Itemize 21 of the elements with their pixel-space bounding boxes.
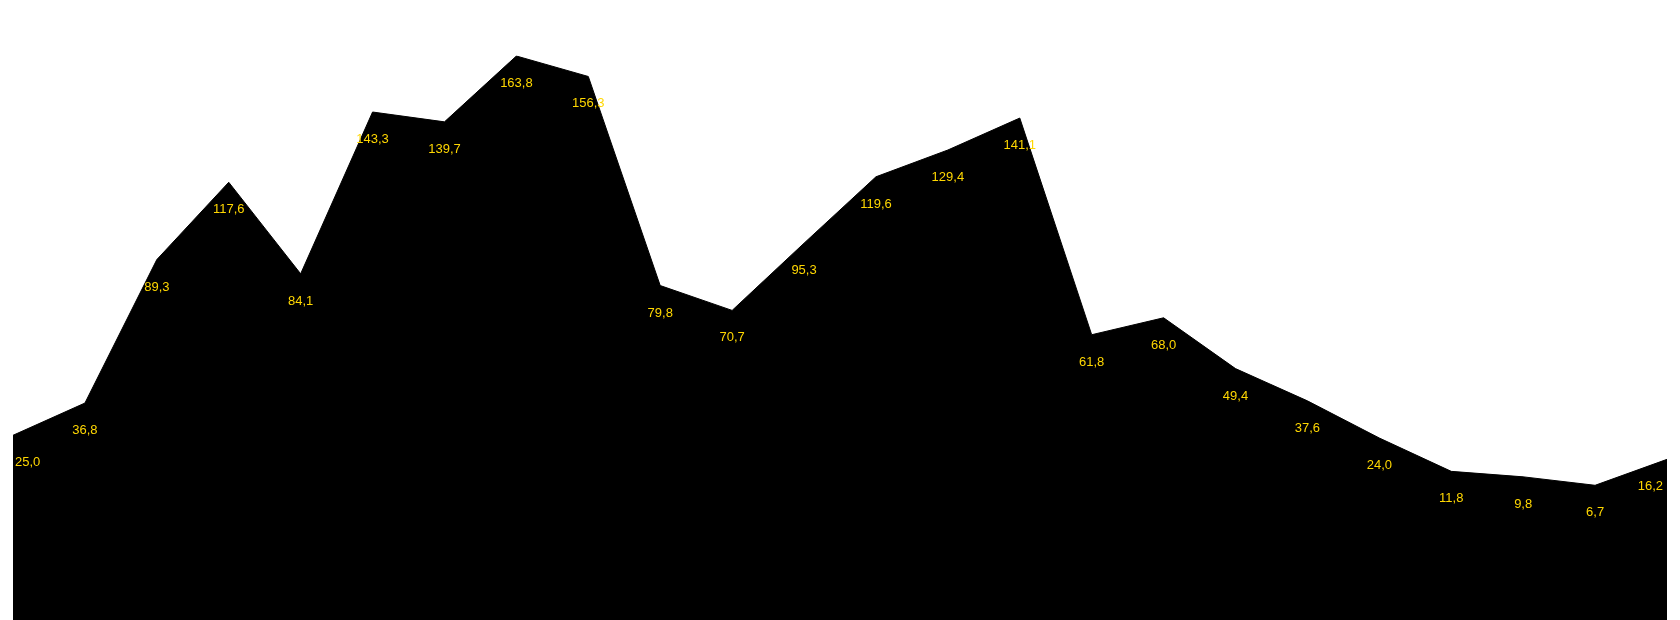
data-label: 68,0 [1150,336,1177,352]
data-label: 95,3 [791,262,817,278]
data-label: 163,8 [500,75,533,90]
data-label: 37,6 [1294,419,1321,435]
data-label: 84,1 [288,292,314,308]
data-label: 25,0 [15,454,41,470]
data-label: 16,2 [1637,478,1663,494]
data-label: 9,8 [1514,495,1533,511]
data-label: 70,7 [719,329,745,345]
data-label: 36,8 [72,422,98,438]
data-label: 61,8 [1079,353,1105,369]
data-label: 24,0 [1366,457,1392,473]
data-label: 117,6 [212,201,245,217]
data-label: 89,3 [144,278,170,294]
data-label: 6,7 [1586,504,1605,520]
data-label: 11,8 [1439,490,1464,506]
data-label: 49,4 [1222,387,1249,403]
data-label: 119,6 [860,195,892,211]
data-label: 139,7 [428,140,461,156]
data-label: 79,8 [647,304,673,320]
data-label: 129,4 [931,169,965,185]
